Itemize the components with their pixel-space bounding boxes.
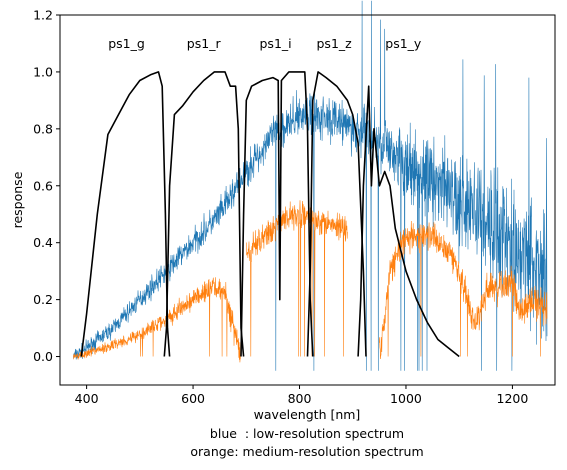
y-axis-label: response: [10, 171, 25, 228]
filter-curve-ps1-y: [357, 85, 460, 358]
caption-line-2: orange: medium-resolution spectrum: [190, 444, 423, 459]
caption-line-1: blue : low-resolution spectrum: [210, 426, 404, 441]
filter-label-ps1-y: ps1_y: [385, 36, 422, 51]
x-tick-label: 1200: [497, 391, 529, 406]
medium-res-spectrum-segment-2: [246, 200, 348, 357]
low-res-series: [73, 0, 548, 371]
filter-curve-ps1-r: [163, 71, 245, 357]
y-axis-ticks: 0.0 0.2 0.4 0.6 0.8 1.0 1.2: [33, 8, 60, 364]
y-tick-label: 0.6: [33, 178, 53, 193]
x-tick-label: 1000: [390, 391, 422, 406]
x-axis-ticks: 400 600 800 1000 1200: [75, 385, 529, 406]
filter-labels: ps1_g ps1_r ps1_i ps1_z ps1_y: [108, 36, 422, 51]
filter-label-ps1-g: ps1_g: [108, 36, 145, 51]
filter-label-ps1-r: ps1_r: [187, 36, 222, 51]
x-axis-label: wavelength [nm]: [254, 407, 361, 422]
medium-res-spectrum-segment-3: [379, 220, 548, 360]
plot-frame: [59, 14, 556, 386]
y-tick-label: 1.0: [33, 64, 53, 79]
low-res-spectrum-line: [73, 0, 548, 371]
y-tick-label: 0.4: [33, 235, 53, 250]
x-tick-label: 400: [75, 391, 99, 406]
filter-label-ps1-z: ps1_z: [317, 36, 353, 51]
filter-curve-ps1-i: [240, 71, 314, 357]
y-tick-label: 0.8: [33, 121, 53, 136]
filter-curves: [80, 71, 460, 358]
y-tick-label: 0.0: [33, 349, 53, 364]
filter-curve-ps1-z: [306, 71, 367, 357]
medium-res-spectrum-segment-1: [73, 277, 242, 363]
y-tick-label: 1.2: [33, 8, 53, 23]
filter-label-ps1-i: ps1_i: [260, 36, 292, 51]
x-tick-label: 800: [288, 391, 312, 406]
filter-curve-ps1-g: [80, 71, 171, 357]
x-tick-label: 600: [181, 391, 205, 406]
y-tick-label: 0.2: [33, 292, 53, 307]
medium-res-series: [73, 200, 548, 363]
